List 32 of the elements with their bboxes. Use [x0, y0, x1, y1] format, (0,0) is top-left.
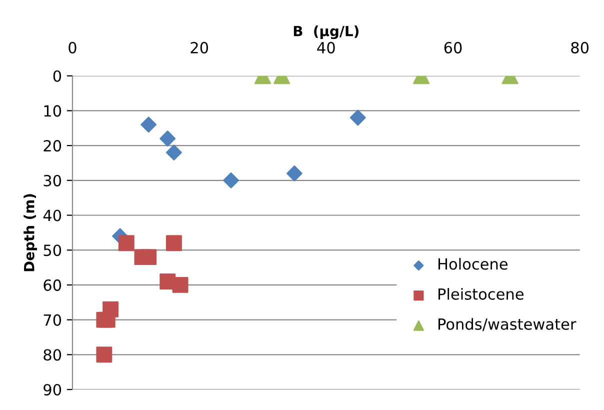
point: [96, 346, 112, 363]
y-tick-label: 50: [44, 244, 62, 256]
y-tick-label: 40: [43, 210, 62, 222]
y-tick-label: 0: [53, 70, 62, 82]
y-tick-label: 90: [44, 384, 62, 396]
point: [166, 144, 182, 160]
y-tick-label: 10: [44, 105, 62, 117]
point: [99, 312, 116, 328]
point: [118, 235, 134, 252]
x-tick-label: 20: [190, 42, 208, 54]
legend-label: Holocene: [438, 258, 508, 270]
point: [223, 172, 240, 188]
y-tick-label: 80: [44, 349, 62, 361]
x-tick-label: 60: [444, 42, 462, 54]
y-axis-title: Depth (m): [24, 194, 38, 272]
x-tick-label: 80: [571, 42, 589, 54]
legend-label: Pleistocene: [438, 288, 524, 300]
x-tick-label: 0: [68, 42, 76, 54]
legend-label: Ponds/wastewater: [438, 318, 576, 332]
point: [140, 249, 157, 266]
y-tick-label: 20: [44, 140, 62, 152]
x-axis-title: B (µg/L): [294, 26, 358, 40]
point: [140, 116, 157, 133]
point: [172, 276, 188, 293]
y-tick-label: 60: [44, 279, 62, 291]
point: [350, 110, 366, 126]
x-tick-label: 40: [317, 42, 335, 54]
y-tick-label: 30: [44, 174, 62, 186]
point: [286, 165, 302, 182]
y-tick-label: 70: [44, 314, 62, 326]
point: [160, 130, 176, 147]
point: [166, 235, 182, 252]
